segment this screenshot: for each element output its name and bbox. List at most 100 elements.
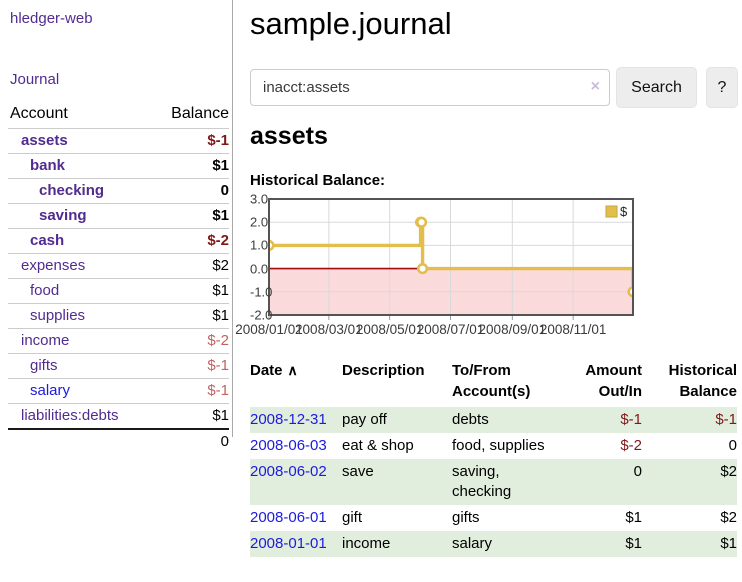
transaction-description: eat & shop — [342, 437, 414, 454]
account-row: bank $1 — [8, 153, 229, 179]
sidebar: hledger-web Journal Account Balance asse… — [0, 0, 233, 454]
account-row: cash $-2 — [8, 228, 229, 254]
register-header-historical-balance: Historical Balance — [668, 362, 737, 400]
account-row: assets $-1 — [8, 128, 229, 154]
sidebar-account-food[interactable]: food — [30, 282, 60, 299]
sidebar-account-supplies[interactable]: supplies — [30, 307, 86, 324]
accounts-total-row: 0 — [8, 428, 229, 454]
transaction-amount: $-1 — [620, 411, 642, 428]
transaction-accounts: food, supplies — [452, 437, 545, 454]
account-balance: $1 — [151, 303, 229, 329]
account-row: income $-2 — [8, 328, 229, 354]
chart-plot: $ — [268, 198, 634, 320]
sidebar-account-expenses[interactable]: expenses — [21, 257, 86, 274]
register-row: 2008-12-31 pay off debts $-1 $-1 — [250, 407, 737, 433]
chart-y-tick-label: -1.0 — [250, 284, 273, 300]
chart-x-tick-label: 2008/09/01 — [478, 322, 547, 337]
account-name-cell: checking — [8, 178, 152, 204]
account-balance: $-1 — [151, 128, 229, 154]
register-header-amount-out-in: Amount Out/In — [585, 362, 642, 400]
app-title-link[interactable]: hledger-web — [10, 10, 93, 27]
transaction-accounts: debts — [452, 411, 489, 428]
account-balance: $1 — [151, 403, 229, 429]
clear-search-icon[interactable]: × — [590, 78, 600, 95]
transaction-accounts: salary — [452, 535, 493, 552]
account-name-cell: salary — [8, 378, 152, 404]
register-table: Date ∧ Description To/From Account(s) Amount O… — [250, 358, 737, 557]
svg-text:$: $ — [620, 204, 628, 219]
sort-ascending-icon: ∧ — [287, 362, 298, 378]
register-header-date[interactable]: Date ∧ — [250, 362, 298, 379]
account-name-cell: food — [8, 278, 152, 304]
sidebar-account-bank[interactable]: bank — [30, 157, 66, 174]
transaction-date-link[interactable]: 2008-01-01 — [250, 535, 327, 552]
register-body: 2008-12-31 pay off debts $-1 $-1 2008-06-03 ea… — [250, 407, 737, 557]
account-row: gifts $-1 — [8, 353, 229, 379]
account-balance: $-1 — [151, 353, 229, 379]
transaction-balance: $-1 — [715, 411, 737, 428]
account-name-cell: assets — [8, 128, 152, 154]
chart-x-tick-label: 2008/07/01 — [416, 322, 485, 337]
account-name-cell: liabilities:debts — [8, 403, 152, 429]
transaction-date-cell: 2008-06-01 — [250, 505, 342, 531]
transaction-balance: $1 — [720, 535, 737, 552]
register-row: 2008-06-03 eat & shop food, supplies $-2 0 — [250, 433, 737, 459]
transaction-date-link[interactable]: 2008-06-02 — [250, 463, 327, 480]
sidebar-account-checking[interactable]: checking — [39, 182, 105, 199]
chart-y-tick-label: 3.0 — [250, 191, 269, 207]
account-balance: $-2 — [151, 228, 229, 254]
search-button[interactable]: Search — [616, 67, 697, 108]
transaction-description: income — [342, 535, 391, 552]
transaction-date-link[interactable]: 2008-06-03 — [250, 437, 327, 454]
chart-x-tick-label: 2008/03/01 — [295, 322, 363, 337]
account-balance: $-1 — [151, 378, 229, 404]
account-name-cell: supplies — [8, 303, 152, 329]
account-heading: assets — [250, 122, 328, 150]
transaction-description: save — [342, 463, 374, 480]
register-header-description: Description — [342, 362, 425, 379]
sidebar-account-income[interactable]: income — [21, 332, 70, 349]
transaction-date-link[interactable]: 2008-06-01 — [250, 509, 327, 526]
transaction-date-cell: 2008-12-31 — [250, 407, 342, 433]
transaction-date-cell: 2008-06-02 — [250, 459, 342, 505]
accounts-table: Account Balance assets $-1 bank $1 checking 0… — [8, 102, 229, 454]
chart-x-tick-label: 2008/05/01 — [355, 322, 424, 337]
accounts-header-balance: Balance — [171, 105, 229, 122]
accounts-header-row: Account Balance — [8, 102, 229, 129]
account-balance: $-2 — [151, 328, 229, 354]
search-box: × — [250, 69, 610, 106]
accounts-header-account: Account — [10, 105, 68, 122]
account-balance: $1 — [151, 278, 229, 304]
help-button[interactable]: ? — [706, 67, 738, 108]
chart-x-tick-label: 2008/11/01 — [539, 322, 607, 337]
chart-title: Historical Balance: — [250, 172, 386, 189]
chart-y-tick-label: 0.0 — [250, 261, 269, 277]
sidebar-account-assets[interactable]: assets — [21, 132, 68, 149]
transaction-balance: 0 — [728, 437, 737, 454]
account-name-cell: saving — [8, 203, 152, 229]
transaction-description: gift — [342, 509, 363, 526]
transaction-date-link[interactable]: 2008-12-31 — [250, 411, 327, 428]
search-input[interactable] — [250, 69, 610, 106]
sidebar-account-gifts[interactable]: gifts — [30, 357, 58, 374]
transaction-accounts: gifts — [452, 509, 480, 526]
chart-y-tick-label: -2.0 — [250, 307, 273, 323]
account-balance: $1 — [151, 153, 229, 179]
sidebar-account-saving[interactable]: saving — [39, 207, 87, 224]
account-name-cell: bank — [8, 153, 152, 179]
account-row: expenses $2 — [8, 253, 229, 279]
chart-y-tick-label: 1.0 — [250, 237, 269, 253]
sidebar-account-liabilities-debts[interactable]: liabilities:debts — [21, 407, 119, 424]
account-name-cell: expenses — [8, 253, 152, 279]
transaction-balance: $2 — [720, 509, 737, 526]
sidebar-account-cash[interactable]: cash — [30, 232, 65, 249]
account-balance: $2 — [151, 253, 229, 279]
nav-journal-link[interactable]: Journal — [10, 71, 60, 88]
sidebar-account-salary[interactable]: salary — [30, 382, 71, 399]
account-row: salary $-1 — [8, 378, 229, 404]
journal-title: sample.journal — [250, 6, 452, 41]
account-row: checking 0 — [8, 178, 229, 204]
register-header-to-from-account-s-: To/From Account(s) — [452, 362, 531, 400]
transaction-balance: $2 — [720, 463, 737, 480]
transaction-accounts: saving, checking — [452, 463, 512, 500]
